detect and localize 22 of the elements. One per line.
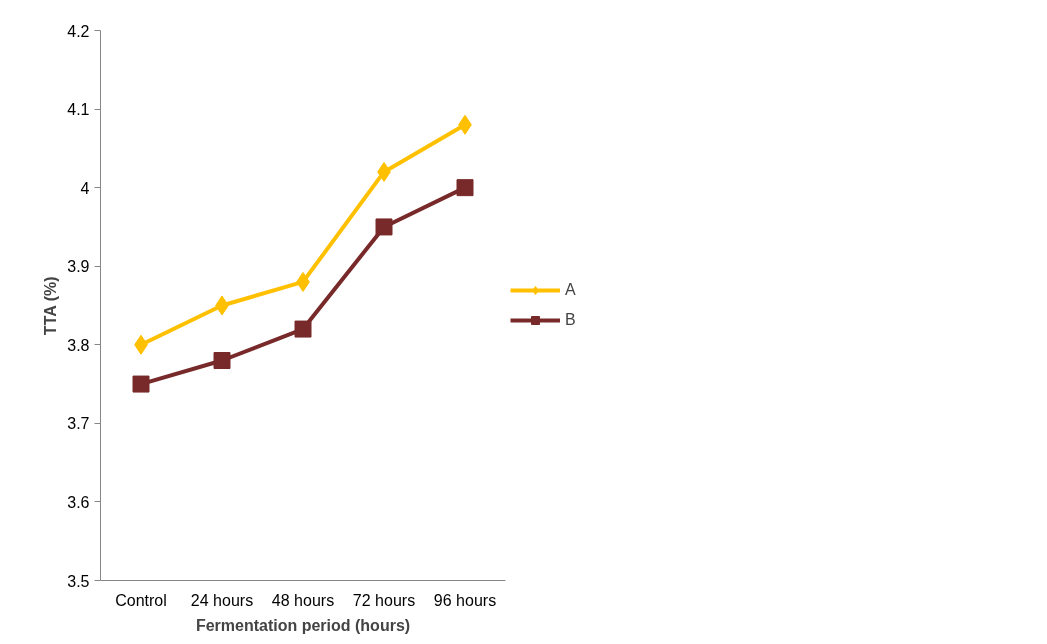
point (456, 179, 474, 197)
y-tick-label: 3.5 (67, 572, 90, 590)
y-tick-label: 4.2 (67, 22, 90, 40)
y-tick-label: 3.8 (67, 336, 90, 354)
y-tick-label: 4.1 (67, 101, 90, 119)
point (294, 320, 312, 338)
y-tick-label: 3.6 (67, 493, 90, 511)
y-tick-label: 3.9 (67, 258, 90, 276)
point (375, 218, 393, 236)
x-tick-label: 96 hours (433, 591, 497, 609)
x-tick-label: 24 hours (190, 591, 254, 609)
point (213, 352, 231, 369)
point (132, 375, 150, 393)
y-tick-label: 3.7 (67, 415, 90, 433)
x-axis-title: Fermentation period (hours) (195, 616, 411, 634)
legend-label: B (565, 311, 577, 329)
x-tick-label: Control (115, 591, 167, 609)
legend-label: A (565, 281, 577, 299)
y-tick-label: 4 (80, 179, 90, 197)
y-axis-title: TTA (%) (42, 276, 60, 336)
x-tick-label: 48 hours (271, 591, 335, 609)
x-tick-label: 72 hours (352, 591, 416, 609)
